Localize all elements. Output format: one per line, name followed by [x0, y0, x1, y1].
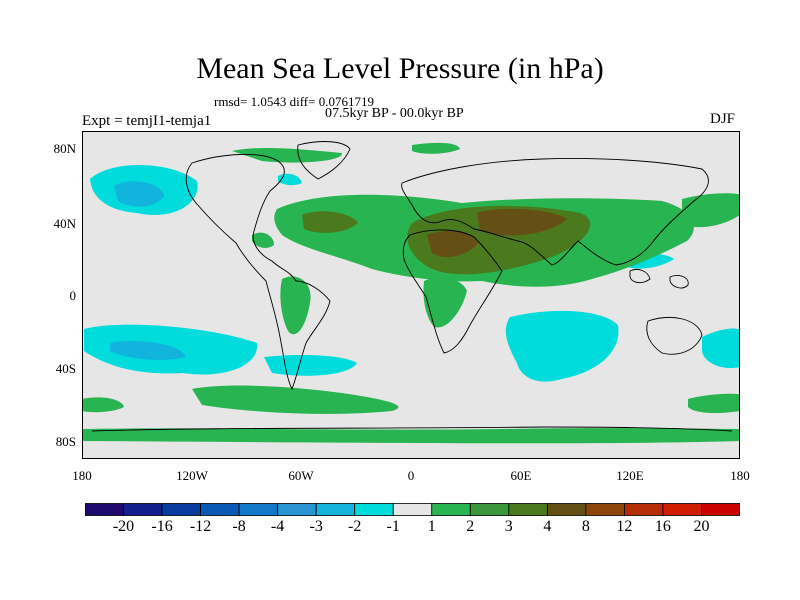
- colorbar-box: [238, 503, 279, 516]
- colorbar-label: -12: [189, 518, 212, 535]
- southern-ocean-high-2: [688, 393, 740, 414]
- colorbar-label: 16: [654, 518, 671, 535]
- colorbar-box: [662, 503, 702, 516]
- africa-high: [423, 277, 467, 328]
- lat-label-80s: 80S: [55, 434, 76, 449]
- north-america-high: [252, 232, 274, 248]
- colorbar-label: -1: [386, 518, 400, 535]
- colorbar-box: [508, 503, 548, 516]
- colorbar-box: [546, 503, 587, 516]
- lon-label-180-west: 180: [72, 468, 92, 483]
- lat-label-0: 0: [69, 288, 77, 303]
- colorbar-box: [624, 503, 664, 516]
- lon-label-60w: 60W: [288, 468, 314, 483]
- colorbar-label: 4: [543, 518, 552, 535]
- colorbar-label: -2: [348, 518, 362, 535]
- lat-label-40s: 40S: [55, 361, 76, 376]
- colorbar-label: 8: [581, 518, 590, 535]
- colorbar: [85, 503, 740, 516]
- colorbar-box: [469, 503, 510, 516]
- positive-anomaly-regions: [82, 142, 740, 444]
- arctic-high-1: [232, 147, 343, 163]
- north-pacific-low-core: [114, 181, 164, 207]
- lon-label-0: 0: [407, 468, 415, 483]
- greenland-low: [278, 173, 302, 186]
- map-plot: [82, 131, 740, 459]
- lat-label-80n: 80N: [53, 141, 76, 156]
- colorbar-label: 12: [616, 518, 633, 535]
- colorbar-box: [315, 503, 356, 516]
- southern-ocean-high-3: [192, 385, 399, 414]
- north-africa-high-core: [427, 230, 478, 258]
- lat-label-40n: 40N: [53, 216, 76, 231]
- colorbar-label: 3: [504, 518, 513, 535]
- south-pacific-low-core: [110, 340, 186, 360]
- lon-label-120e: 120E: [616, 468, 644, 483]
- season-label: DJF: [710, 111, 736, 127]
- lon-label-180-east: 180: [730, 468, 750, 483]
- antarctic-rim-high: [82, 428, 740, 444]
- south-america-high: [280, 276, 311, 335]
- colorbar-label: 1: [427, 518, 436, 535]
- colorbar-label: -20: [112, 518, 135, 535]
- lon-label-120w: 120W: [176, 468, 208, 483]
- map-border: [82, 131, 740, 459]
- lon-label-60e: 60E: [510, 468, 532, 483]
- experiment-label: Expt = temjI1-temja1: [82, 113, 212, 129]
- southern-ocean-low-east: [702, 328, 740, 369]
- colorbar-box: [585, 503, 625, 516]
- south-atlantic-low: [264, 355, 357, 376]
- arctic-high-2: [412, 142, 460, 154]
- period-text: 07.5kyr BP - 00.0kyr BP: [325, 106, 464, 121]
- coastlines: [91, 141, 733, 432]
- pacific-east-high: [682, 193, 740, 228]
- colorbar-box: [392, 503, 433, 516]
- indian-ocean-low: [505, 310, 619, 382]
- colorbar-label: -3: [309, 518, 323, 535]
- colorbar-label: -4: [270, 518, 285, 535]
- southern-ocean-high-1: [82, 397, 124, 413]
- colorbar-box: [354, 503, 394, 516]
- atlantic-mid-high: [302, 211, 358, 233]
- colorbar-label: 2: [466, 518, 475, 535]
- colorbar-label: 20: [693, 518, 710, 535]
- colorbar-box: [431, 503, 471, 516]
- colorbar-box: [277, 503, 317, 516]
- colorbar-box: [161, 503, 201, 516]
- colorbar-label: -8: [232, 518, 246, 535]
- colorbar-box: [123, 503, 163, 516]
- chart-title: Mean Sea Level Pressure (in hPa): [196, 52, 604, 85]
- stats-text: rmsd= 1.0543 diff= 0.0761719: [214, 94, 374, 109]
- colorbar-label: -16: [151, 518, 173, 535]
- colorbar-box: [701, 503, 740, 516]
- central-asia-high: [477, 208, 567, 236]
- colorbar-box: [200, 503, 240, 516]
- colorbar-box: [85, 503, 124, 516]
- negative-anomaly-regions: [84, 164, 740, 382]
